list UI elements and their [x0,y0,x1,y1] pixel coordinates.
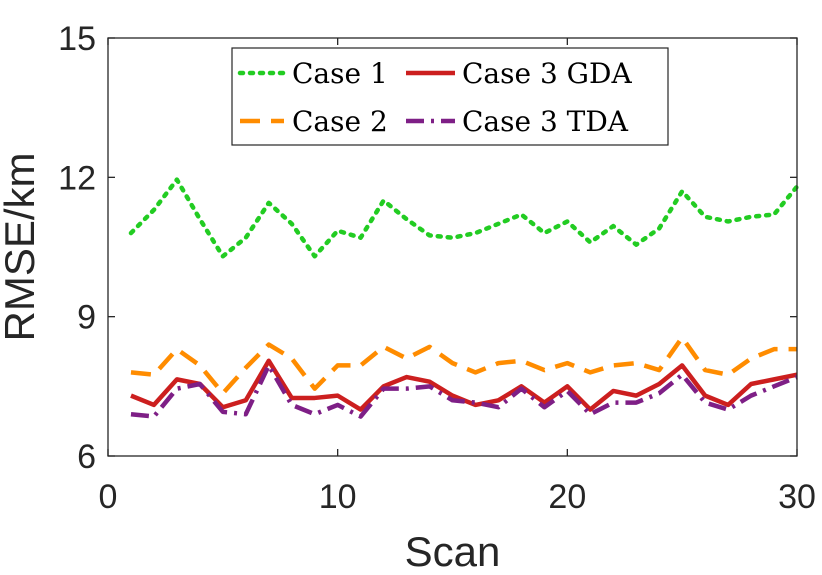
legend-label-case-2: Case 2 [292,105,388,138]
x-tick-label-0: 0 [99,478,118,516]
legend-label-case-1: Case 1 [292,57,388,90]
legend-label-case-3-gda: Case 3 GDA [462,57,632,90]
x-tick-label-10: 10 [319,478,357,516]
legend-label-case-3-tda: Case 3 TDA [462,105,629,138]
series-line-case-1 [128,177,800,259]
y-tick-label-6: 6 [77,438,96,476]
plot-frame [107,37,798,457]
series-line-case-3-tda [130,363,798,419]
y-tick-label-12: 12 [58,159,96,197]
y-tick-label-9: 9 [77,299,96,337]
x-tick-label-20: 20 [548,478,586,516]
y-tick-label-15: 15 [58,20,96,58]
legend: Case 1 Case 2 Case 3 GDA Case 3 TDA [231,47,669,146]
x-axis-label: Scan [405,528,501,575]
x-tick-label-30: 30 [778,478,816,516]
tick-layer: 0 10 20 30 6 9 12 15 [58,20,816,516]
series-layer [128,177,800,419]
legend-box [231,47,669,146]
y-axis-label: RMSE/km [0,153,43,342]
